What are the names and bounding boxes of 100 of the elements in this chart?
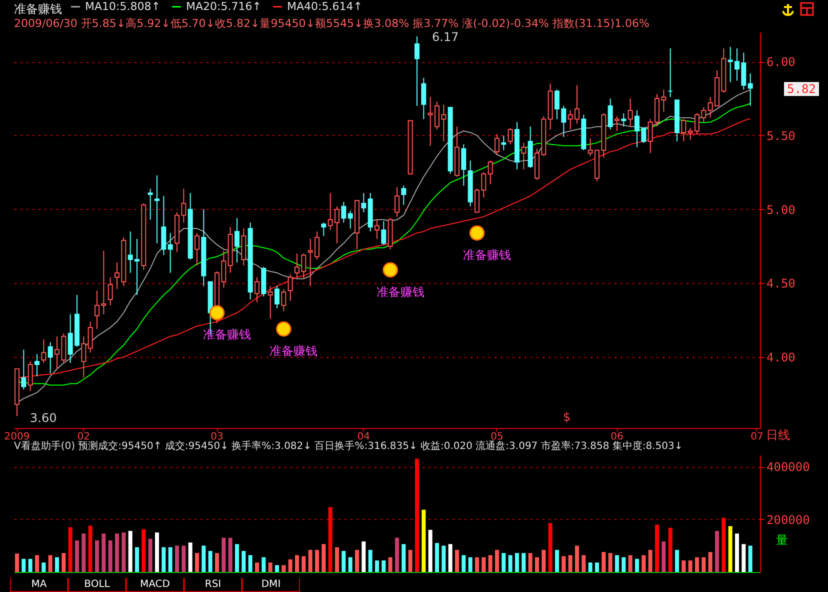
bar <box>715 530 719 572</box>
bar <box>415 458 419 572</box>
candlestick <box>161 196 166 256</box>
bar <box>208 550 212 572</box>
candlestick <box>374 219 380 240</box>
bar <box>535 557 539 572</box>
bar <box>275 565 279 572</box>
candlestick <box>501 134 506 151</box>
candlestick <box>268 286 273 320</box>
y-tick-label: 4.50 <box>766 276 796 291</box>
bar <box>335 547 339 572</box>
bar <box>588 562 592 572</box>
bar <box>495 550 499 572</box>
bar <box>228 538 232 572</box>
candlestick <box>321 222 326 236</box>
candlestick <box>281 288 286 312</box>
legend-label: MA10:5.808↑ <box>85 0 160 13</box>
bar <box>695 557 699 572</box>
legend-label: MA40:5.614↑ <box>287 0 362 13</box>
bar <box>395 538 399 572</box>
bar <box>48 555 52 572</box>
bar <box>402 544 406 572</box>
bar <box>288 559 292 572</box>
bar <box>655 524 659 572</box>
bar <box>662 541 666 572</box>
bar <box>362 541 366 572</box>
bar <box>562 556 566 572</box>
candlestick <box>194 232 200 266</box>
bar <box>708 552 712 572</box>
bar <box>102 534 106 572</box>
bar <box>442 546 446 572</box>
bar <box>95 540 99 572</box>
text: 准备赚钱 <box>463 248 511 262</box>
candlestick <box>348 210 353 230</box>
bar <box>368 550 372 572</box>
bar <box>428 530 432 572</box>
bar <box>22 558 26 572</box>
annotation: 3.60 <box>30 411 57 425</box>
candlestick <box>421 77 426 120</box>
bar <box>328 507 332 572</box>
text: 日线 <box>766 428 790 442</box>
bar <box>748 546 752 572</box>
bar <box>642 555 646 572</box>
candlestick <box>234 218 240 264</box>
bar <box>135 547 139 572</box>
annotation: $ <box>563 410 571 424</box>
candlestick <box>381 220 386 246</box>
bar <box>422 510 426 572</box>
point <box>469 225 485 241</box>
bar <box>408 550 412 572</box>
candlestick <box>81 336 86 378</box>
bar <box>728 526 732 572</box>
bar <box>482 557 486 572</box>
bar <box>282 565 286 572</box>
bar <box>295 555 299 572</box>
candlestick <box>148 188 153 220</box>
bar <box>388 557 392 572</box>
candlestick <box>414 36 420 106</box>
candlestick <box>614 116 620 132</box>
bar <box>215 553 219 572</box>
bar <box>188 542 192 572</box>
text: MA <box>10 578 68 592</box>
bar <box>82 534 86 572</box>
candlestick <box>394 186 400 218</box>
bar <box>382 560 386 572</box>
candlestick <box>401 185 406 206</box>
bar <box>162 547 166 572</box>
chart-title: V看盘助手(0) 预测成交:95450↑ 成交:95450↓ 换手率%:3.082↓ 百日换手%:316.835↓ 收益:0.020 流通盘:3.097 市盈率:73.858 集中度:8.503↓ <box>14 440 683 454</box>
x-tick-label: 07 <box>750 432 764 442</box>
bar <box>542 550 546 572</box>
bar <box>468 557 472 572</box>
bar <box>515 553 519 572</box>
text: BOLL <box>68 578 126 592</box>
candlestick <box>241 228 246 266</box>
candlestick <box>274 286 280 309</box>
bar <box>435 543 439 572</box>
candlestick <box>168 232 173 274</box>
bar <box>675 550 679 572</box>
bar <box>488 555 492 572</box>
bar <box>702 557 706 572</box>
y-tick-label: 5.00 <box>766 202 796 217</box>
bar <box>455 550 459 572</box>
bar <box>262 557 266 572</box>
bar <box>75 540 79 572</box>
candlestick <box>361 192 366 213</box>
bar <box>522 553 526 572</box>
bar <box>255 562 259 572</box>
candlestick <box>41 338 46 364</box>
bar <box>722 518 726 572</box>
bar <box>608 553 612 572</box>
bar <box>35 555 39 572</box>
text: RSI <box>184 578 242 592</box>
candlestick <box>21 349 26 390</box>
candlestick <box>34 354 40 377</box>
bar <box>462 555 466 572</box>
candlestick <box>681 118 686 142</box>
candlestick <box>508 128 513 145</box>
bar <box>342 550 346 572</box>
candlestick <box>608 98 613 130</box>
y-tick-label: 200000 <box>766 512 810 527</box>
